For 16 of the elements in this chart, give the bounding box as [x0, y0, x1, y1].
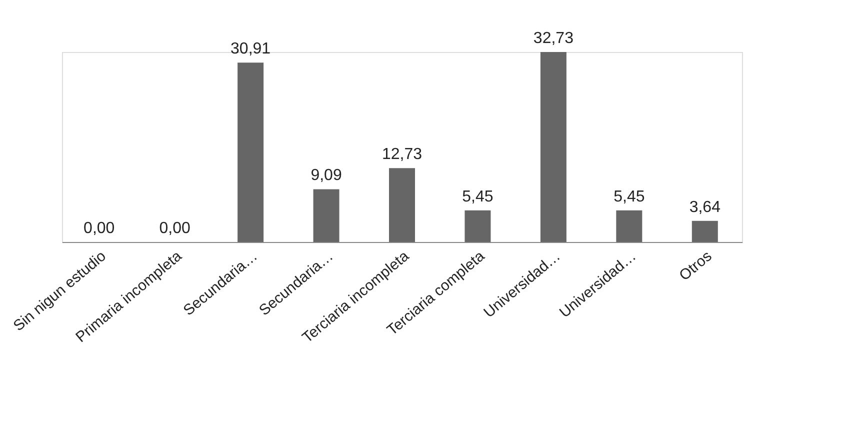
- data-label: 0,00: [84, 220, 115, 237]
- data-label: 5,45: [614, 188, 645, 206]
- data-label: 12,73: [382, 146, 422, 164]
- bar: [313, 189, 340, 242]
- bar: [692, 220, 718, 242]
- bar: [616, 210, 642, 242]
- bar: [238, 62, 264, 242]
- bar: [464, 210, 491, 242]
- data-label: 9,09: [310, 167, 342, 184]
- data-label: 32,73: [533, 30, 574, 47]
- data-label: 0,00: [159, 220, 190, 237]
- data-label: 30,91: [230, 40, 271, 58]
- data-label: 5,45: [462, 188, 494, 206]
- bar: [540, 52, 566, 242]
- bar: [389, 168, 415, 242]
- data-label: 3,64: [689, 198, 721, 216]
